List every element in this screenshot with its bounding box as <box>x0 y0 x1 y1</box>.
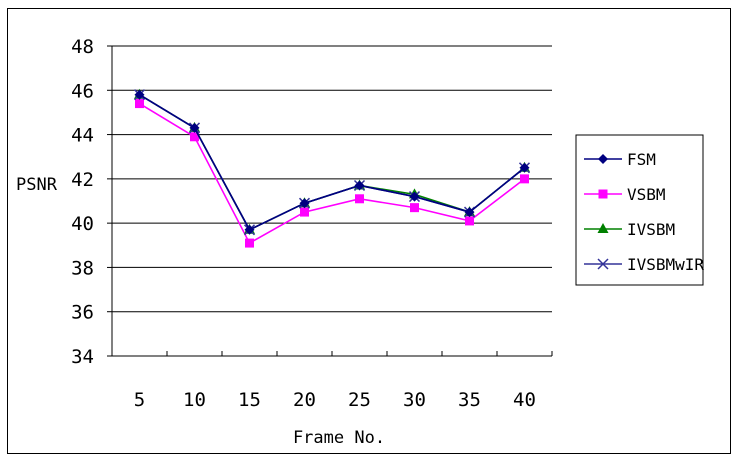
point-vsbm-20 <box>300 207 309 217</box>
y-tick-label-38: 38 <box>71 257 94 279</box>
legend-marker-vsbm <box>598 189 608 199</box>
point-fsm-15 <box>244 224 255 235</box>
point-vsbm-10 <box>190 132 199 142</box>
y-tick-label-46: 46 <box>71 80 94 102</box>
x-tick-label-20: 20 <box>293 389 316 411</box>
point-fsm-30 <box>409 191 420 202</box>
point-vsbm-35 <box>465 216 474 226</box>
x-tick-labels: 5 10 15 20 25 30 35 40 <box>134 389 536 411</box>
point-fsm-10 <box>189 122 200 133</box>
point-fsm-25 <box>354 180 365 191</box>
point-vsbm-40 <box>520 174 529 184</box>
point-vsbm-30 <box>410 203 419 213</box>
x-tick-label-35: 35 <box>458 389 481 411</box>
series-lines <box>133 88 531 248</box>
series-fsm <box>134 89 530 235</box>
x-tick-label-10: 10 <box>183 389 206 411</box>
gridlines <box>112 45 552 313</box>
y-tick-labels: 34 36 38 40 42 44 46 48 <box>71 36 94 368</box>
y-tick-label-48: 48 <box>71 36 94 58</box>
point-fsm-40 <box>519 162 530 173</box>
point-fsm-5 <box>134 89 145 100</box>
legend-item-ivsbm: IVSBM <box>584 220 675 239</box>
y-tick-label-42: 42 <box>71 169 94 191</box>
series-line-fsm <box>139 94 526 231</box>
legend-label: IVSBM <box>627 220 675 239</box>
series-line-vsbm <box>139 102 525 245</box>
point-vsbm-15 <box>245 238 254 248</box>
legend-item-vsbm: VSBM <box>584 185 666 204</box>
legend-marker-fsm <box>598 154 608 164</box>
y-tick-label-44: 44 <box>71 125 94 147</box>
legend-marker-ivsbm <box>597 223 609 233</box>
point-vsbm-25 <box>355 194 364 204</box>
legend-marker-ivsbmwir <box>597 258 609 270</box>
legend-label: FSM <box>627 150 656 169</box>
legend: FSM VSBM IVSBM IVSBMwIR <box>575 134 704 286</box>
x-axis-label: Frame No. <box>293 428 385 448</box>
x-tick-label-30: 30 <box>403 389 426 411</box>
axes <box>107 45 553 357</box>
y-tick-label-36: 36 <box>71 302 94 324</box>
x-tick-label-15: 15 <box>238 389 261 411</box>
legend-label: VSBM <box>627 185 666 204</box>
legend-item-fsm: FSM <box>584 150 656 169</box>
x-tick-label-40: 40 <box>513 389 536 411</box>
y-tick-label-40: 40 <box>71 213 94 235</box>
y-axis-label: PSNR <box>16 175 58 195</box>
point-fsm-20 <box>299 198 310 209</box>
legend-label: IVSBMwIR <box>627 255 704 274</box>
point-vsbm-5 <box>135 99 144 109</box>
series-vsbm <box>135 99 529 248</box>
legend-item-ivsbmwir: IVSBMwIR <box>584 255 704 274</box>
x-tick-label-5: 5 <box>134 389 145 411</box>
legend-box <box>575 134 704 286</box>
point-fsm-35 <box>464 207 475 218</box>
y-tick-label-34: 34 <box>71 346 94 368</box>
x-tick-label-25: 25 <box>348 389 371 411</box>
